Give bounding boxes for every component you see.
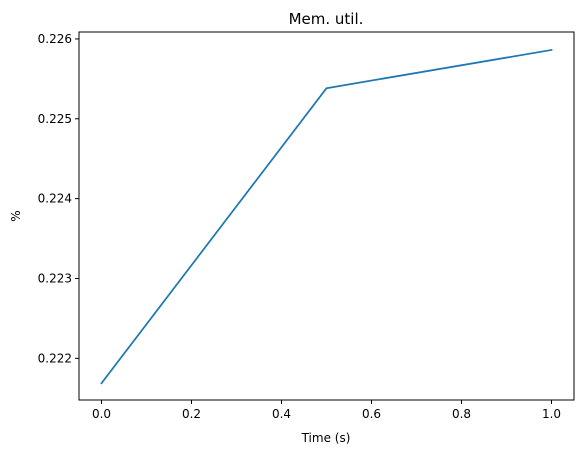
series-line-0 [100,48,553,385]
plot-area [100,48,553,385]
x-axis-label: Time (s) [301,431,351,445]
y-tick-label: 0.222 [38,351,72,365]
axes-frame [78,31,575,401]
x-tick-label: 1.0 [542,407,561,421]
x-tick-label: 0.4 [272,407,291,421]
x-axis: 0.0 0.2 0.4 0.6 0.8 1.0 [92,400,561,421]
y-tick-label: 0.226 [38,32,72,46]
x-tick-label: 0.2 [182,407,201,421]
x-tick-label: 0.0 [92,407,111,421]
y-tick-label: 0.224 [38,192,72,206]
y-tick-label: 0.223 [38,271,72,285]
y-axis-label: % [9,210,23,221]
y-axis: 0.222 0.223 0.224 0.225 0.226 [38,32,79,365]
x-tick-label: 0.8 [452,407,471,421]
chart-title: Mem. util. [289,10,364,28]
x-tick-label: 0.6 [362,407,381,421]
y-tick-label: 0.225 [38,112,72,126]
